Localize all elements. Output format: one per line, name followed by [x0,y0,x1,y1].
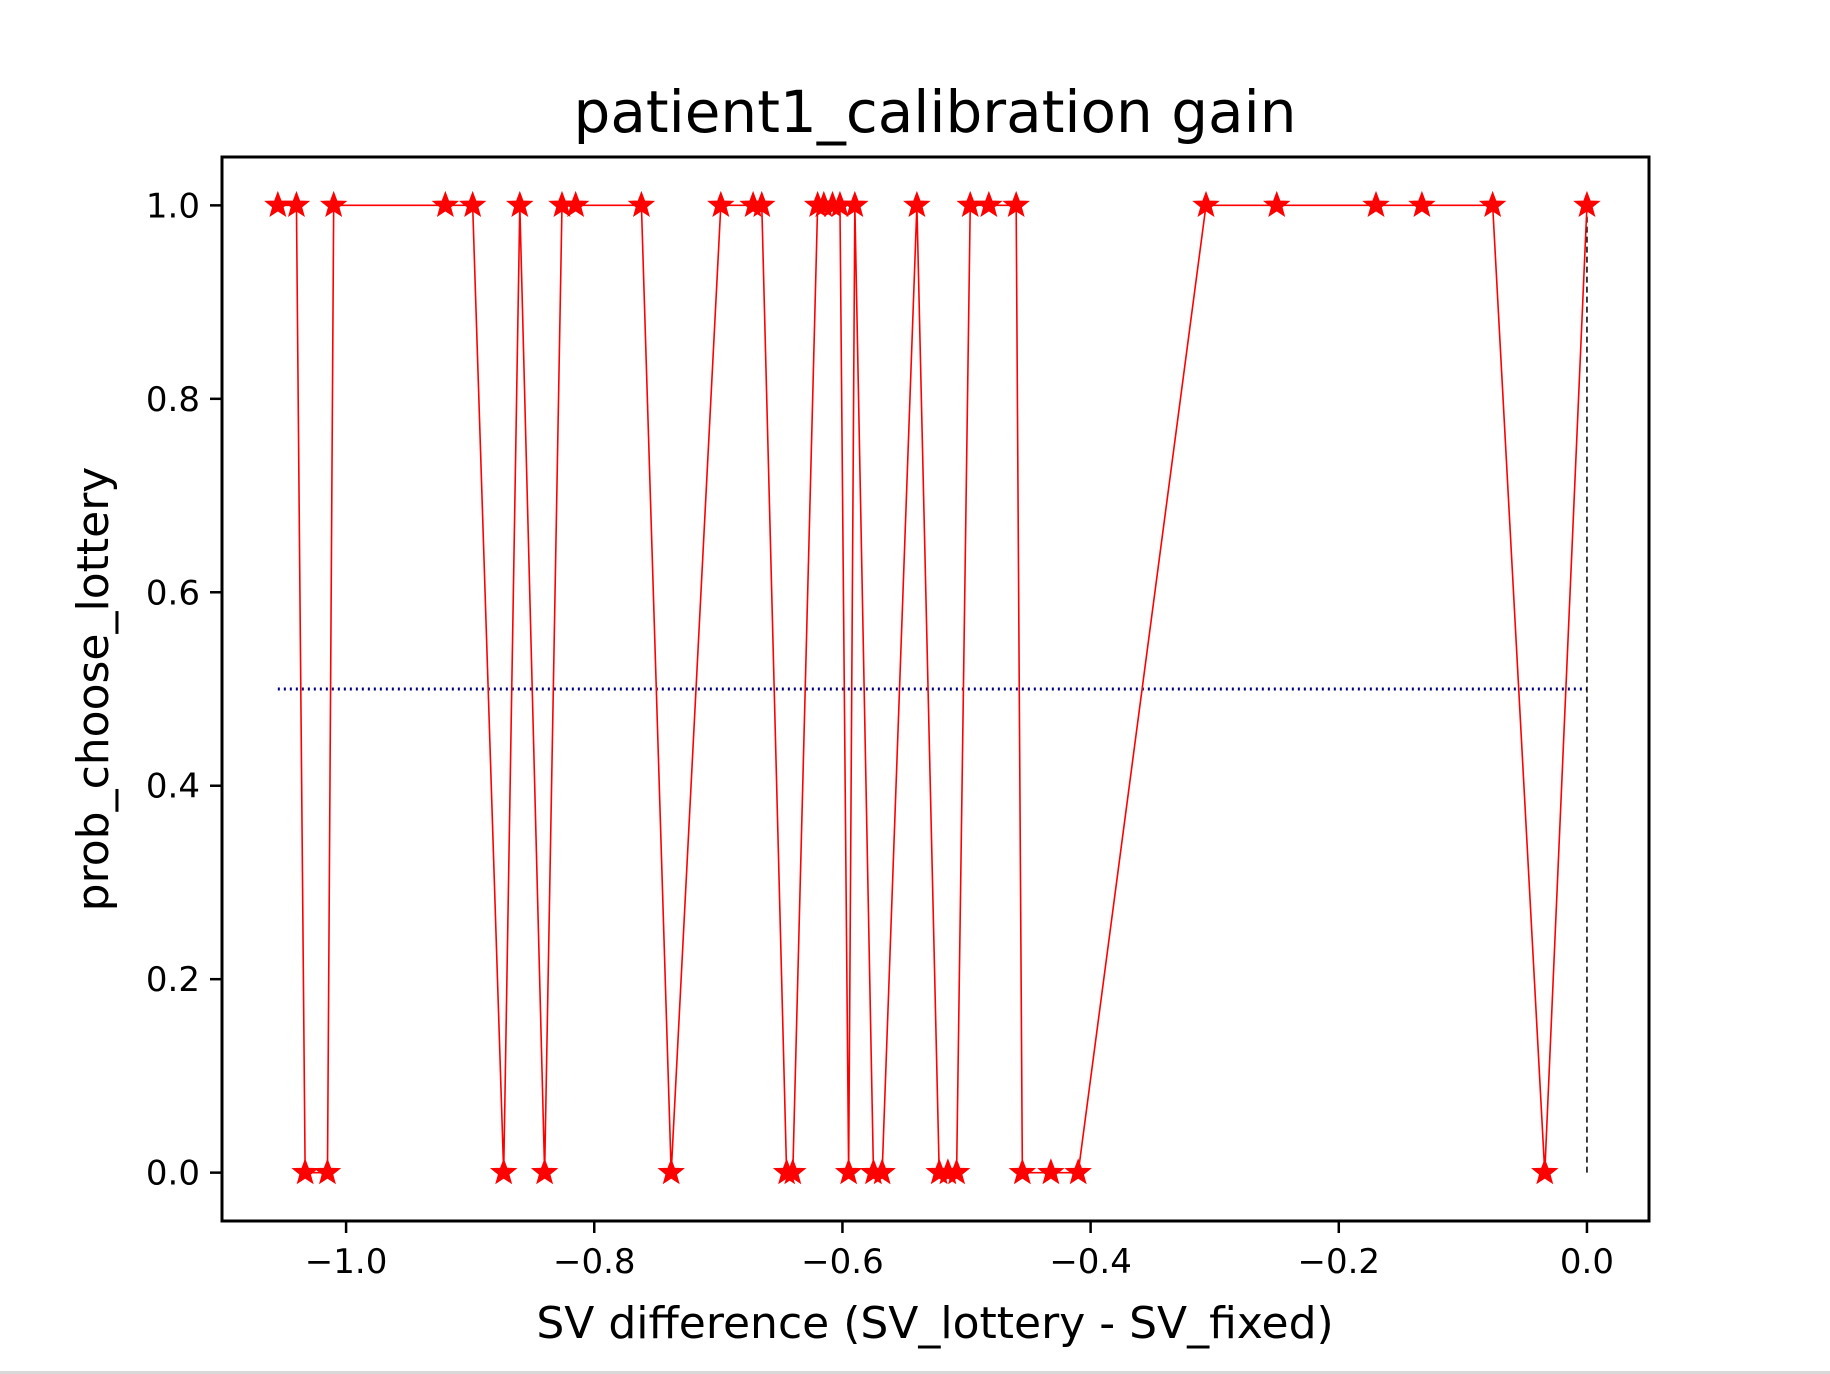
data-point [1573,190,1601,218]
data-point [561,190,590,218]
data-point [779,1158,807,1185]
y-axis-label: prob_choose_lottery [68,467,119,912]
x-tick-label: −0.6 [801,1242,884,1282]
data-point [1192,190,1220,218]
y-tick-label: 1.0 [146,186,200,226]
data-point [1531,1158,1559,1185]
data-point [319,190,348,218]
y-tick-label: 0.2 [146,960,200,1000]
x-tick-label: −0.4 [1049,1242,1132,1282]
data-point [1478,190,1507,218]
data-point [264,190,292,218]
bottom-divider [0,1371,1830,1374]
data-point [707,190,735,218]
y-axis: 0.0 0.2 0.4 0.6 0.8 1.0 [146,186,222,1194]
data-point [458,190,487,218]
data-point [841,190,869,218]
y-tick-label: 0.6 [146,573,200,613]
data-point [313,1158,342,1185]
data-point [627,190,656,218]
data-point [530,1158,559,1185]
chart-title: patient1_calibration gain [574,78,1297,146]
x-tick-label: −0.8 [553,1242,636,1282]
data-point [1408,190,1436,218]
plot-frame [220,155,1651,1223]
plot-area [264,190,1601,1185]
data-point [1263,190,1291,218]
data-point [868,1158,896,1185]
data-point [282,190,311,218]
data-point [1362,190,1390,218]
x-tick-label: −1.0 [305,1242,388,1282]
data-point [748,190,776,218]
data-point [291,1158,319,1185]
data-point [903,190,931,218]
data-point [1002,190,1030,218]
data-point [834,1158,863,1185]
x-axis: −1.0 −0.8 −0.6 −0.4 −0.2 0.0 [305,1221,1614,1282]
data-point [1008,1158,1037,1185]
x-tick-label: −0.2 [1298,1242,1381,1282]
data-point [942,1158,971,1185]
data-point [657,1158,685,1185]
x-axis-label: SV difference (SV_lottery - SV_fixed) [536,1298,1333,1349]
data-point [1064,1158,1092,1185]
y-tick-label: 0.8 [146,380,200,420]
data-point [1037,1158,1065,1185]
data-point [431,190,460,218]
y-tick-label: 0.0 [146,1154,200,1194]
data-point [506,190,534,218]
y-tick-label: 0.4 [146,767,200,807]
x-tick-label: 0.0 [1560,1242,1614,1282]
data-point [489,1158,518,1185]
data-point [975,190,1003,218]
